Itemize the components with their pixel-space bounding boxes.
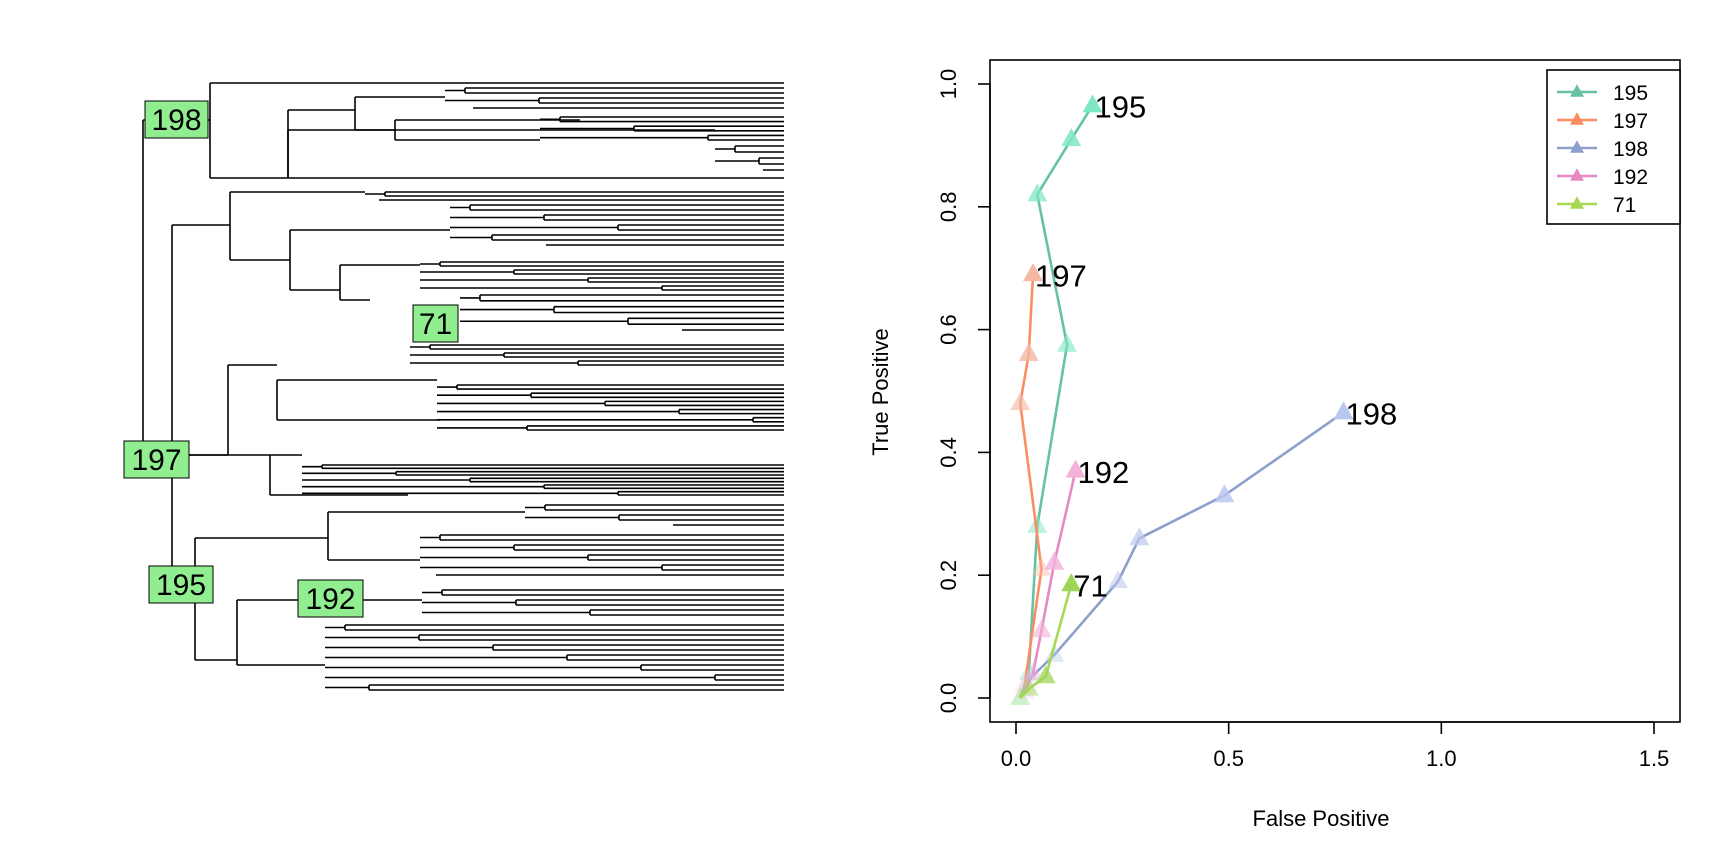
- legend-item-197: 197: [1557, 110, 1648, 133]
- y-tick-label: 0.0: [936, 683, 961, 714]
- x-tick-label: 0.0: [1001, 746, 1032, 771]
- node-label-197: 197: [131, 444, 181, 477]
- point-198: [1018, 668, 1039, 687]
- node-label-195: 195: [156, 569, 206, 602]
- point-197: [1010, 392, 1031, 411]
- node-label-box-195: [148, 565, 214, 604]
- node-label-box-71: [412, 304, 459, 343]
- x-axis: 0.0 0.5 1.0 1.5: [1001, 721, 1670, 771]
- y-tick-label: 0.8: [936, 192, 961, 223]
- legend-label: 195: [1613, 82, 1648, 105]
- legend-item-71: 71: [1557, 194, 1636, 217]
- legend-marker: [1570, 112, 1584, 125]
- roc-chart: 0.0 0.5 1.0 1.5 0.0 0.2 0.4 0.6 0.8 1.0 False Po…: [868, 59, 1681, 831]
- point-192: [1031, 619, 1052, 638]
- x-tick-label: 1.5: [1639, 746, 1670, 771]
- x-axis-label: False Positive: [1253, 806, 1390, 831]
- end-label-71: 71: [1073, 568, 1107, 603]
- node-label-198: 198: [151, 104, 201, 137]
- point-195: [1061, 128, 1082, 147]
- dendrogram-node-labels: 198 71 197 195 192: [123, 100, 459, 618]
- y-axis: 0.0 0.2 0.4 0.6 0.8 1.0: [936, 69, 991, 714]
- point-192: [1023, 662, 1044, 681]
- node-label-box-192: [297, 579, 364, 618]
- point-197: [1031, 557, 1052, 576]
- legend-marker: [1570, 196, 1584, 209]
- node-label-192: 192: [305, 583, 355, 616]
- legend-label: 192: [1613, 166, 1648, 189]
- y-tick-label: 1.0: [936, 69, 961, 100]
- legend-marker: [1570, 168, 1584, 181]
- point-195: [1027, 514, 1048, 533]
- x-tick-label: 0.5: [1213, 746, 1244, 771]
- point-71: [1010, 686, 1031, 705]
- x-tick-label: 1.0: [1426, 746, 1457, 771]
- series-198: 198: [1018, 396, 1398, 687]
- point-195: [1057, 333, 1078, 352]
- point-195: [1010, 686, 1031, 705]
- end-label-195: 195: [1095, 89, 1147, 124]
- point-198: [1129, 527, 1150, 546]
- node-label-box-198: [144, 100, 209, 139]
- end-label-198: 198: [1346, 396, 1398, 431]
- y-axis-label: True Positive: [868, 328, 893, 456]
- legend-item-198: 198: [1557, 138, 1648, 161]
- legend-label: 198: [1613, 138, 1648, 161]
- point-197: [1018, 343, 1039, 361]
- point-197: [1023, 263, 1044, 282]
- point-198: [1044, 643, 1065, 662]
- legend: 195 197 198 192 71: [1546, 69, 1681, 225]
- y-tick-label: 0.2: [936, 560, 961, 591]
- point-198: [1333, 401, 1354, 420]
- legend-marker: [1570, 84, 1584, 97]
- point-71: [1061, 573, 1082, 592]
- point-198: [1108, 570, 1129, 589]
- point-192: [1044, 551, 1065, 570]
- legend-label: 71: [1613, 194, 1636, 217]
- legend-label: 197: [1613, 110, 1648, 133]
- point-195: [1027, 183, 1048, 202]
- end-label-197: 197: [1035, 258, 1087, 293]
- legend-item-195: 195: [1557, 82, 1648, 105]
- point-192: [1065, 459, 1086, 478]
- point-71: [1018, 677, 1039, 696]
- y-tick-label: 0.4: [936, 437, 961, 468]
- series-71: 71: [1010, 568, 1108, 705]
- y-tick-label: 0.6: [936, 314, 961, 345]
- point-198: [1214, 484, 1235, 503]
- series-192: 192: [1014, 455, 1130, 699]
- point-195: [1082, 94, 1103, 113]
- node-label-box-197: [123, 440, 190, 479]
- end-label-192: 192: [1078, 455, 1130, 490]
- dendrogram-branches: [142, 82, 784, 691]
- legend-item-192: 192: [1557, 166, 1648, 189]
- series-layer: 195 197 198 192 71: [1010, 89, 1398, 705]
- node-label-71: 71: [419, 308, 452, 341]
- legend-marker: [1570, 140, 1584, 153]
- dendrogram: 198 71 197 195 192: [123, 82, 784, 691]
- point-71: [1035, 665, 1056, 684]
